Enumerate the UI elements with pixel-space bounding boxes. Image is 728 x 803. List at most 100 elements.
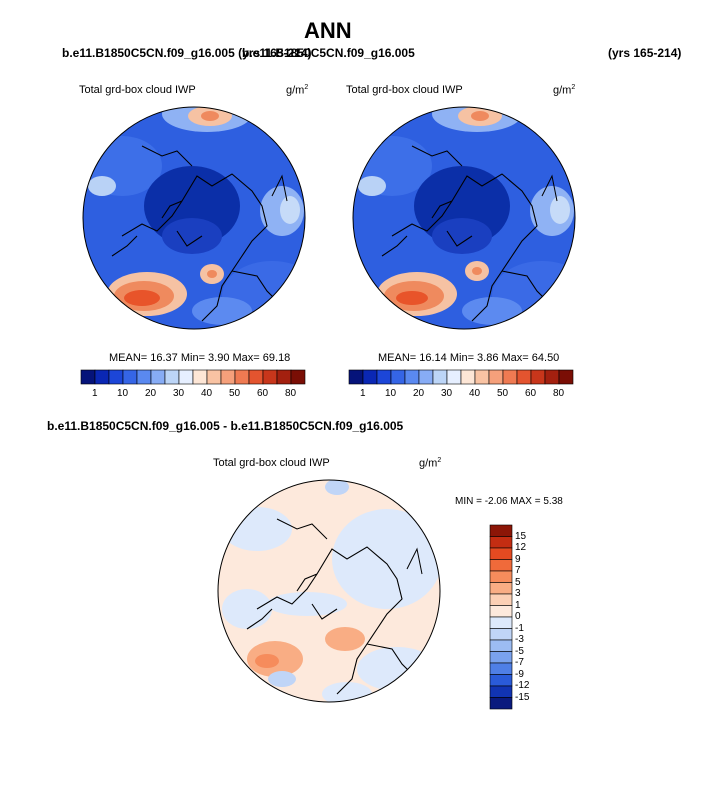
panel1-polar-map — [82, 106, 306, 330]
colorbar-swatch — [530, 369, 546, 385]
colorbar-swatch — [489, 582, 513, 595]
coastlines-extra — [141, 145, 288, 202]
colorbar-swatch — [446, 369, 462, 385]
colorbar-tick-label: -7 — [515, 657, 524, 668]
colorbar-swatch — [234, 369, 250, 385]
panel3-stats: MIN = -2.06 MAX = 5.38 — [455, 496, 563, 507]
coastlines — [381, 173, 553, 322]
colorbar-tick-label: 7 — [515, 565, 521, 576]
colorbar-tick-label: 1 — [360, 388, 366, 399]
colorbar-tick-label: 12 — [515, 542, 527, 553]
panel2-polar-map — [352, 106, 576, 330]
colorbar-swatch — [489, 639, 513, 652]
colorbar-swatch — [220, 369, 236, 385]
colorbar-tick-label: 40 — [469, 388, 481, 399]
colorbar-tick-label: 40 — [201, 388, 213, 399]
panel1-colorbar — [80, 369, 306, 385]
colorbar-tick-label: 0 — [515, 611, 521, 622]
plot-title: ANN — [304, 18, 352, 43]
colorbar-swatch — [248, 369, 264, 385]
panel3-units: g/m2 — [419, 457, 442, 470]
colorbar-tick-label: -12 — [515, 680, 530, 691]
colorbar-tick-label: 15 — [515, 530, 527, 542]
positive-anomaly — [255, 654, 279, 668]
panel3-colorbar — [489, 524, 513, 710]
colorbar-tick-label: 9 — [515, 553, 521, 565]
colorbar-swatch — [432, 369, 448, 385]
colorbar-swatch — [489, 559, 513, 572]
colorbar-swatch — [150, 369, 166, 385]
colorbar-swatch — [290, 369, 306, 385]
panel2-colorbar — [348, 369, 574, 385]
colorbar-swatch — [502, 369, 518, 385]
colorbar-tick-label: 60 — [257, 388, 269, 399]
diff-title: b.e11.B1850C5CN.f09_g16.005 - b.e11.B185… — [47, 419, 404, 433]
colorbar-tick-label: 60 — [525, 388, 537, 399]
colorbar-swatch — [80, 369, 96, 385]
panel1-stats: MEAN= 16.37 Min= 3.90 Max= 69.18 — [109, 352, 291, 364]
colorbar-tick-label: 30 — [173, 388, 185, 399]
colorbar-tick-label: 50 — [497, 388, 509, 399]
colorbar-swatch — [516, 369, 532, 385]
colorbar-swatch — [390, 369, 406, 385]
colorbar-swatch — [489, 605, 513, 618]
case-a-label: b.e11.B1850C5CN.f09_g16.005 (yrs 165-214… — [62, 46, 312, 60]
colorbar-swatch — [488, 369, 504, 385]
colorbar-swatch — [489, 536, 513, 549]
colorbar-swatch — [489, 570, 513, 583]
colorbar-tick-label: 3 — [515, 588, 521, 599]
colorbar-swatch — [136, 369, 152, 385]
colorbar-swatch — [489, 651, 513, 664]
colorbar-swatch — [192, 369, 208, 385]
colorbar-tick-label: 50 — [229, 388, 241, 399]
colorbar-tick-label: 5 — [515, 576, 521, 588]
colorbar-swatch — [489, 524, 513, 537]
case-b-label: b.e11.B1850C5CN.f09_g16.005 — [242, 46, 415, 60]
colorbar-swatch — [404, 369, 420, 385]
case-b-years: (yrs 165-214) — [608, 46, 682, 60]
colorbar-swatch — [122, 369, 138, 385]
colorbar-swatch — [489, 685, 513, 698]
colorbar-tick-label: 80 — [285, 388, 297, 399]
colorbar-swatch — [489, 593, 513, 606]
colorbar-swatch — [108, 369, 124, 385]
colorbar-swatch — [178, 369, 194, 385]
colorbar-swatch — [376, 369, 392, 385]
colorbar-swatch — [206, 369, 222, 385]
colorbar-tick-label: 1 — [92, 388, 98, 399]
panel2-variable: Total grd-box cloud IWP — [346, 84, 463, 96]
coastlines — [246, 546, 418, 695]
colorbar-swatch — [489, 616, 513, 629]
colorbar-tick-label: 10 — [117, 388, 129, 399]
colorbar-tick-label: -5 — [515, 645, 524, 657]
panel1-variable: Total grd-box cloud IWP — [79, 84, 196, 96]
colorbar-swatch — [489, 628, 513, 641]
panel1-units: g/m2 — [286, 84, 309, 97]
colorbar-swatch — [489, 547, 513, 560]
coastlines — [111, 173, 283, 322]
colorbar-tick-label: 30 — [441, 388, 453, 399]
coastlines-extra — [411, 145, 558, 202]
coastlines-extra — [276, 518, 423, 575]
colorbar-swatch — [418, 369, 434, 385]
colorbar-tick-label: -9 — [515, 668, 524, 680]
colorbar-swatch — [474, 369, 490, 385]
colorbar-tick-label: -1 — [515, 622, 524, 634]
colorbar-tick-label: 10 — [385, 388, 397, 399]
colorbar-swatch — [489, 697, 513, 710]
colorbar-swatch — [558, 369, 574, 385]
colorbar-swatch — [164, 369, 180, 385]
colorbar-swatch — [276, 369, 292, 385]
colorbar-tick-label: -15 — [515, 691, 530, 703]
colorbar-tick-label: 1 — [515, 599, 521, 611]
colorbar-swatch — [489, 662, 513, 675]
panel3-polar-map — [217, 479, 441, 703]
panel3-variable: Total grd-box cloud IWP — [213, 457, 330, 469]
colorbar-swatch — [544, 369, 560, 385]
colorbar-tick-label: 20 — [413, 388, 425, 399]
colorbar-swatch — [262, 369, 278, 385]
panel2-units: g/m2 — [553, 84, 576, 97]
colorbar-tick-label: 20 — [145, 388, 157, 399]
colorbar-swatch — [94, 369, 110, 385]
colorbar-swatch — [348, 369, 364, 385]
